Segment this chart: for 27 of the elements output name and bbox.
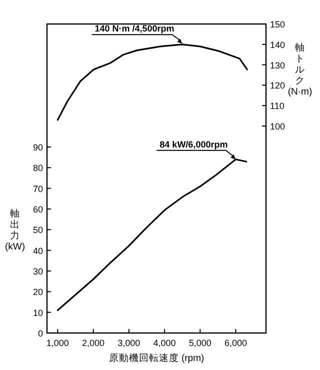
y2-tick-label: 150 — [270, 20, 286, 30]
x-axis-title: 原動機回転速度 (rpm) — [108, 352, 204, 364]
y-tick-label: 70 — [32, 184, 43, 194]
y-tick-label: 30 — [32, 266, 43, 276]
x-tick-label: 3,000 — [118, 338, 140, 348]
x-tick-label: 2,000 — [82, 338, 105, 348]
x-tick-label: 4,000 — [153, 338, 176, 348]
annotation: 84 kW/6,000rpm — [160, 139, 228, 150]
y2-tick-label: 110 — [270, 101, 284, 112]
y-axis-title: 軸出力 (kW) — [4, 208, 26, 253]
y-tick-label: 10 — [32, 308, 43, 318]
y2-axis-title: 軸トルク (N·m) — [288, 41, 312, 98]
y-tick-label: 20 — [32, 287, 43, 298]
x-tick-label: 6,000 — [224, 338, 247, 348]
y-tick-label: 90 — [32, 142, 43, 152]
annotation: 140 N·m /4,500rpm — [94, 24, 174, 34]
y-tick-label: 60 — [32, 204, 43, 214]
y2-tick-label: 100 — [270, 121, 286, 132]
y2-tick-label: 130 — [270, 60, 286, 70]
x-tick-label: 5,000 — [188, 338, 212, 348]
y-tick-label: 50 — [32, 225, 43, 236]
y2-tick-label: 120 — [270, 80, 286, 91]
x-tick-label: 1,000 — [46, 338, 69, 348]
y2-tick-label: 140 — [270, 40, 286, 50]
y-tick-label: 80 — [32, 163, 43, 174]
y-tick-label: 0 — [38, 328, 43, 338]
y-tick-label: 40 — [32, 246, 43, 256]
